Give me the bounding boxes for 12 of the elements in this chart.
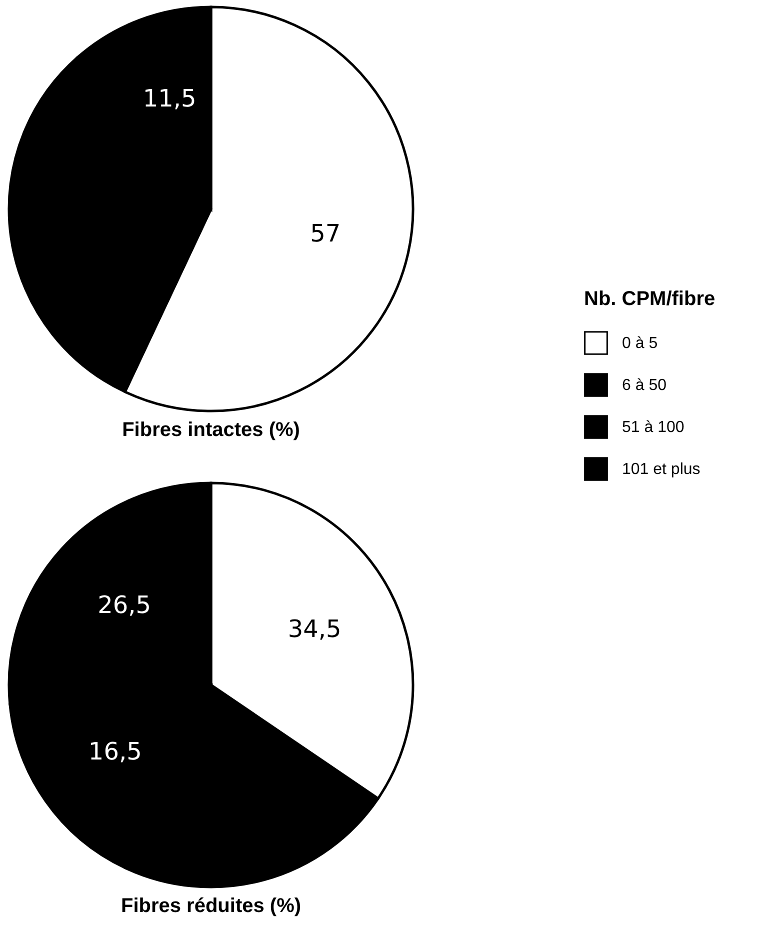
legend-label: 51 à 100 (622, 419, 684, 436)
legend-label: 6 à 50 (622, 377, 667, 394)
text: Fibres réduites (%) (120, 895, 302, 917)
legend-label: 101 et plus (622, 461, 700, 478)
text: Fibres intactes (%) (122, 419, 300, 441)
legend-label: 0 à 5 (622, 335, 658, 352)
data-label: 57 (310, 220, 341, 248)
data-label: 34,5 (288, 615, 342, 644)
data-label: 11,5 (142, 84, 196, 112)
data-label: 26,5 (98, 591, 152, 620)
legend-title: Nb. CPM/fibre (584, 288, 716, 310)
data-label: 16,5 (88, 737, 142, 766)
